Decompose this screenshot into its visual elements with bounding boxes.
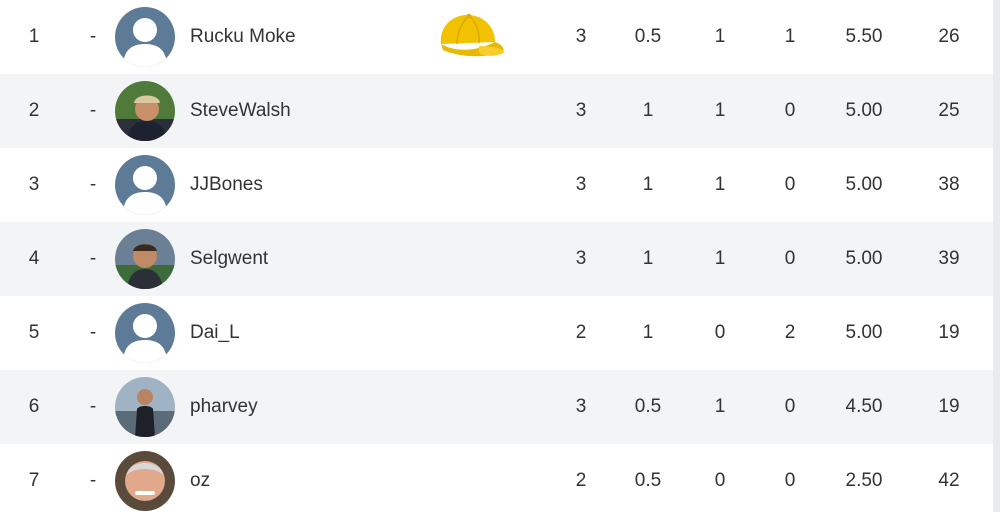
stat-cell: 4.50 bbox=[845, 396, 883, 417]
scrollbar[interactable] bbox=[993, 0, 1000, 512]
player-name[interactable]: oz bbox=[190, 470, 211, 491]
stat-cell: 26 bbox=[938, 26, 960, 47]
movement-cell: - bbox=[89, 100, 97, 121]
movement-cell: - bbox=[89, 174, 97, 195]
stat-cell: 5.00 bbox=[845, 248, 883, 269]
player-name[interactable]: pharvey bbox=[190, 396, 258, 417]
photo-avatar[interactable] bbox=[115, 451, 175, 511]
default-avatar-icon[interactable] bbox=[115, 303, 175, 363]
movement-cell: - bbox=[89, 396, 97, 417]
rank-cell: 7 bbox=[28, 470, 40, 491]
stat-cell: 5.00 bbox=[845, 174, 883, 195]
stat-cell: 3 bbox=[575, 174, 587, 195]
rank-cell: 1 bbox=[28, 26, 40, 47]
stat-cell: 1 bbox=[784, 26, 796, 47]
movement-cell: - bbox=[89, 26, 97, 47]
stat-cell: 1 bbox=[642, 100, 654, 121]
yellow-cap-icon bbox=[435, 8, 507, 66]
stat-cell: 19 bbox=[938, 396, 960, 417]
player-name[interactable]: JJBones bbox=[190, 174, 263, 195]
stat-cell: 38 bbox=[938, 174, 960, 195]
stat-cell: 0 bbox=[784, 396, 796, 417]
stat-cell: 0 bbox=[714, 470, 726, 491]
stat-cell: 5.50 bbox=[845, 26, 883, 47]
stat-cell: 0.5 bbox=[634, 26, 662, 47]
stat-cell: 0 bbox=[784, 174, 796, 195]
stat-cell: 5.00 bbox=[845, 322, 883, 343]
rank-cell: 3 bbox=[28, 174, 40, 195]
photo-avatar[interactable] bbox=[115, 377, 175, 437]
stat-cell: 1 bbox=[714, 26, 726, 47]
table-row[interactable]: 6 - pharvey 3 0.5 1 0 4.50 19 bbox=[0, 370, 993, 444]
table-row[interactable]: 1 - Rucku Moke 3 0.5 1 1 5.50 26 bbox=[0, 0, 993, 74]
photo-avatar[interactable] bbox=[115, 229, 175, 289]
stat-cell: 0.5 bbox=[634, 470, 662, 491]
stat-cell: 1 bbox=[642, 322, 654, 343]
stat-cell: 19 bbox=[938, 322, 960, 343]
rank-cell: 2 bbox=[28, 100, 40, 121]
stat-cell: 1 bbox=[714, 174, 726, 195]
stat-cell: 2 bbox=[575, 470, 587, 491]
stat-cell: 2.50 bbox=[845, 470, 883, 491]
stat-cell: 1 bbox=[714, 100, 726, 121]
stat-cell: 1 bbox=[642, 174, 654, 195]
photo-avatar[interactable] bbox=[115, 81, 175, 141]
stat-cell: 5.00 bbox=[845, 100, 883, 121]
stat-cell: 39 bbox=[938, 248, 960, 269]
stat-cell: 0 bbox=[784, 100, 796, 121]
rank-cell: 5 bbox=[28, 322, 40, 343]
movement-cell: - bbox=[89, 248, 97, 269]
table-row[interactable]: 7 - oz 2 0.5 0 0 2.50 42 bbox=[0, 444, 993, 518]
default-avatar-icon[interactable] bbox=[115, 155, 175, 215]
stat-cell: 2 bbox=[575, 322, 587, 343]
player-name[interactable]: Dai_L bbox=[190, 322, 240, 343]
stat-cell: 0 bbox=[784, 470, 796, 491]
rank-cell: 4 bbox=[28, 248, 40, 269]
stat-cell: 3 bbox=[575, 248, 587, 269]
default-avatar-icon[interactable] bbox=[115, 7, 175, 67]
player-name[interactable]: Rucku Moke bbox=[190, 26, 296, 47]
movement-cell: - bbox=[89, 470, 97, 491]
stat-cell: 3 bbox=[575, 26, 587, 47]
stat-cell: 42 bbox=[938, 470, 960, 491]
stat-cell: 25 bbox=[938, 100, 960, 121]
table-row[interactable]: 3 - JJBones 3 1 1 0 5.00 38 bbox=[0, 148, 993, 222]
stat-cell: 1 bbox=[714, 248, 726, 269]
table-row[interactable]: 2 - SteveWalsh 3 1 1 0 5.00 25 bbox=[0, 74, 993, 148]
stat-cell: 0.5 bbox=[634, 396, 662, 417]
rank-cell: 6 bbox=[28, 396, 40, 417]
stat-cell: 1 bbox=[642, 248, 654, 269]
stat-cell: 0 bbox=[714, 322, 726, 343]
table-row[interactable]: 4 - Selgwent 3 1 1 0 5.00 39 bbox=[0, 222, 993, 296]
stat-cell: 2 bbox=[784, 322, 796, 343]
player-name[interactable]: SteveWalsh bbox=[190, 100, 291, 121]
stat-cell: 1 bbox=[714, 396, 726, 417]
stat-cell: 3 bbox=[575, 100, 587, 121]
stat-cell: 0 bbox=[784, 248, 796, 269]
movement-cell: - bbox=[89, 322, 97, 343]
player-name[interactable]: Selgwent bbox=[190, 248, 269, 269]
stat-cell: 3 bbox=[575, 396, 587, 417]
table-row[interactable]: 5 - Dai_L 2 1 0 2 5.00 19 bbox=[0, 296, 993, 370]
